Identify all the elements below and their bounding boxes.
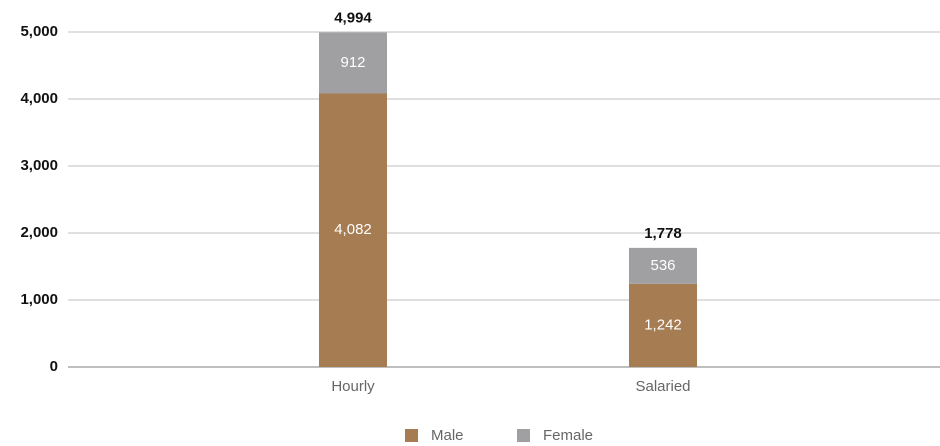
y-tick-label: 2,000 xyxy=(20,224,58,241)
legend-label: Male xyxy=(431,427,464,444)
y-tick-label: 1,000 xyxy=(20,291,58,308)
y-tick-label: 4,000 xyxy=(20,90,58,107)
legend-swatch xyxy=(517,429,530,442)
y-tick-label: 5,000 xyxy=(20,23,58,40)
legend-swatch xyxy=(405,429,418,442)
total-label: 1,778 xyxy=(644,225,682,242)
legend-label: Female xyxy=(543,427,593,444)
y-tick-label: 3,000 xyxy=(20,157,58,174)
value-label: 912 xyxy=(340,54,365,71)
total-label: 4,994 xyxy=(334,9,372,26)
bar-segment xyxy=(319,93,387,368)
y-tick-label: 0 xyxy=(50,358,58,375)
bar-segment xyxy=(319,32,387,94)
value-label: 1,242 xyxy=(644,316,682,333)
x-tick-label: Salaried xyxy=(635,378,690,395)
value-label: 4,082 xyxy=(334,221,372,238)
bar-segment xyxy=(629,283,697,367)
x-tick-label: Hourly xyxy=(331,378,375,395)
value-label: 536 xyxy=(650,257,675,274)
bar-segment xyxy=(629,247,697,284)
